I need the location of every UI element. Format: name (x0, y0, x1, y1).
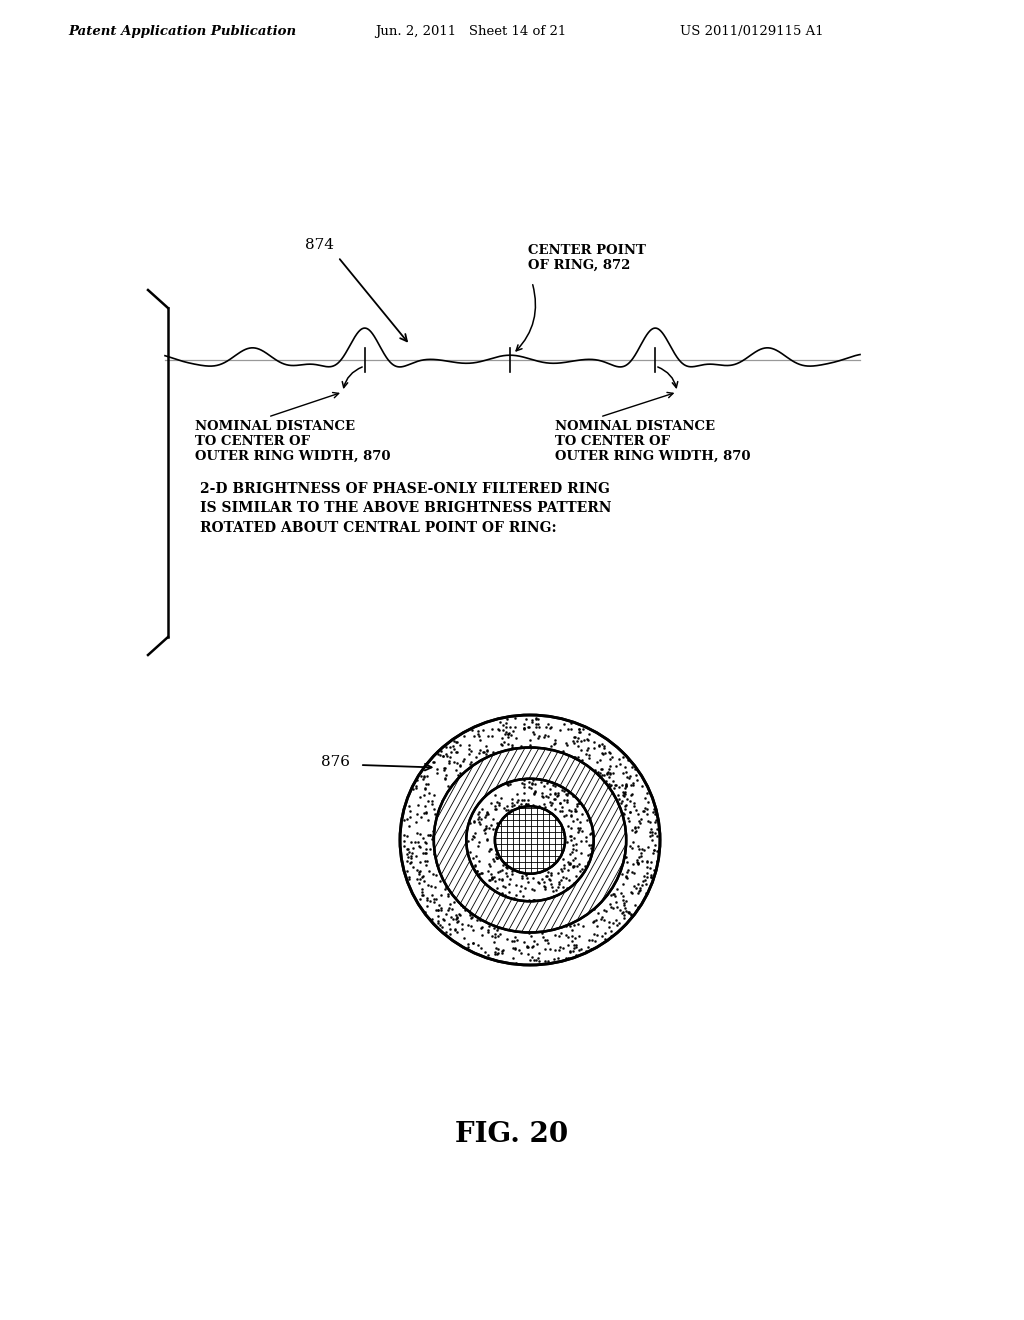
Text: FIG. 20: FIG. 20 (456, 1122, 568, 1148)
Ellipse shape (434, 747, 627, 932)
Text: Jun. 2, 2011   Sheet 14 of 21: Jun. 2, 2011 Sheet 14 of 21 (375, 25, 566, 38)
Text: US 2011/0129115 A1: US 2011/0129115 A1 (680, 25, 823, 38)
Text: NOMINAL DISTANCE
TO CENTER OF
OUTER RING WIDTH, 870: NOMINAL DISTANCE TO CENTER OF OUTER RING… (555, 420, 751, 463)
Ellipse shape (400, 715, 660, 965)
Text: 876: 876 (321, 755, 350, 770)
Text: CENTER POINT
OF RING, 872: CENTER POINT OF RING, 872 (528, 244, 646, 272)
Text: 2-D BRIGHTNESS OF PHASE-ONLY FILTERED RING
IS SIMILAR TO THE ABOVE BRIGHTNESS PA: 2-D BRIGHTNESS OF PHASE-ONLY FILTERED RI… (200, 482, 611, 535)
Ellipse shape (466, 779, 594, 902)
Ellipse shape (495, 807, 565, 874)
Text: Patent Application Publication: Patent Application Publication (68, 25, 296, 38)
Text: 874: 874 (305, 238, 334, 252)
Text: NOMINAL DISTANCE
TO CENTER OF
OUTER RING WIDTH, 870: NOMINAL DISTANCE TO CENTER OF OUTER RING… (195, 420, 390, 463)
